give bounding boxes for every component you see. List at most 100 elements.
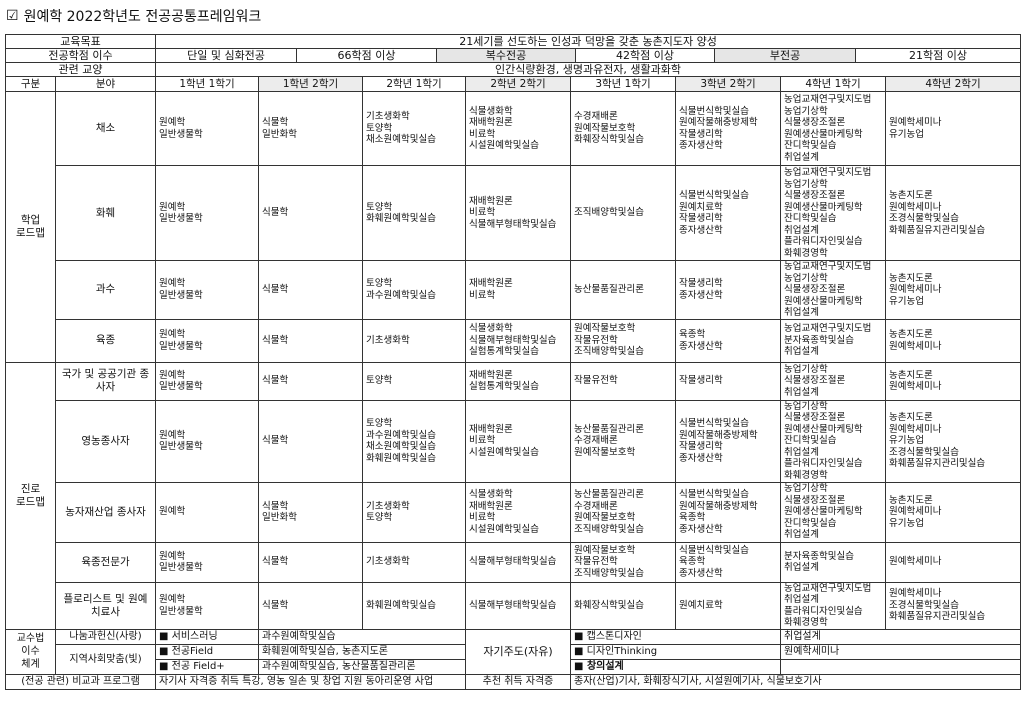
course-name: 과수원예학및실습 <box>366 289 436 301</box>
course-name: 농촌지도론 <box>889 494 933 506</box>
goal-label: 교육목표 <box>4 34 157 49</box>
course-name: 작물생리학 <box>679 441 723 452</box>
course-cell: 농업기상학 식물생장조절론 원예생산물마케팅학 잔디학및실습 취업설계 <box>780 481 887 543</box>
course-name: 화훼원예학및실습 <box>366 452 436 464</box>
teaching-courses: 과수원예학및실습, 농산물품질관리론 <box>258 658 467 675</box>
course-cell: 식물번식학및실습 육종학 종자생산학 <box>675 541 782 583</box>
course-name: 원예치료학 <box>679 599 723 611</box>
minor-value: 21학점 이상 <box>909 49 967 62</box>
course-name: 화훼품질유지관리및실습 <box>889 458 986 470</box>
course-cell: 식물번식학및실습 원예작물해충방제학 작물생리학 종자생산학 <box>675 399 782 483</box>
course-cell: 토양학 <box>362 361 467 401</box>
course-name: 식물학 <box>262 556 289 568</box>
course-name: 농업기상학 <box>784 483 828 495</box>
course-name: 유기농업 <box>889 517 924 529</box>
course-cell: 원예학 일반생물학 <box>155 165 260 261</box>
course-cell: 작물생리학 <box>675 361 782 401</box>
course-name: 원예작물해충방제학 <box>679 429 758 441</box>
course-name: 농업기상학 <box>784 400 828 412</box>
course-cell: 원예학 일반생물학 <box>155 361 260 401</box>
course-name: 화훼원예학및실습 <box>366 599 436 611</box>
course-cell: 농촌지도론 원예학세미나 <box>885 318 1022 363</box>
semester-header-row: 구분 분야 1학년 1학기 1학년 2학기 2학년 1학기 2학년 2학기 3학년 1학… <box>5 76 1022 92</box>
course-name: 종자생산학 <box>679 567 723 579</box>
course-name: 원예학세미나 <box>889 117 942 128</box>
course-cell: 기초생화학 토양학 <box>362 481 467 543</box>
course-name: 기초생화학 <box>366 111 410 123</box>
teaching-row: 교수법 이수 체계 나눔과헌신(사랑) ■ 서비스러닝 과수원예학및실습 자기주도(자유) ■… <box>5 628 1022 675</box>
course-name: 종자생산학 <box>679 224 723 236</box>
course-name: 작물생리학 <box>679 278 723 290</box>
course-name: 농업교재연구및지도법 <box>784 167 872 178</box>
course-name: 수경재배론 <box>574 500 618 512</box>
course-name: 원예작물보호학 <box>574 446 636 458</box>
course-name: 일반생물학 <box>159 605 203 617</box>
course-cell: 농업교재연구및지도법 농업기상학 식물생장조절론 원예생산물마케팅학 잔디학및실습 취업설… <box>780 91 887 166</box>
course-name: 식물학 <box>262 207 289 219</box>
course-name: 재배학원론 <box>469 500 513 512</box>
roadmap-row: 화훼 원예학 일반생물학 식물학 토양학 화훼원예학및실습 재배학원론 비료학 식물해부형태학및… <box>6 165 1022 261</box>
semester-header: 3학년 2학기 <box>675 76 782 92</box>
roadmap-row: 농자재산업 종사자 원예학 식물학 일반화학 기초생화학 토양학 식물생화학 재배학원론 비료학… <box>6 481 1022 543</box>
course-name: 일반생물학 <box>159 128 203 140</box>
course-name: 화훼경영학 <box>784 469 828 481</box>
field-label: 플로리스트 및 원예치료사 <box>54 581 157 630</box>
course-name: 비료학 <box>469 128 496 140</box>
course-name: 농업기상학 <box>784 272 828 284</box>
course-name: 원예작물해충방제학 <box>679 500 758 512</box>
course-cell: 원예학 <box>155 481 260 543</box>
field-label: 영농종사자 <box>54 399 157 483</box>
course-name: 재배학원론 <box>469 195 513 207</box>
category-header: 구분 <box>5 76 56 92</box>
course-cell: 원예학 일반생물학 <box>155 260 260 320</box>
course-name: 식물학 <box>262 435 289 447</box>
field-label: 채소 <box>54 91 157 166</box>
liberal-label: 관련 교양 <box>4 62 157 77</box>
course-name: 작물유전학 <box>574 556 618 568</box>
course-name: 유기농업 <box>889 295 924 307</box>
roadmap-row: 영농종사자 원예학 일반생물학 식물학 토양학 과수원예학및실습 채소원예학및실습 화훼원예학… <box>6 399 1022 483</box>
course-cell: 농촌지도론 원예학세미나 유기농업 <box>885 481 1022 543</box>
course-cell: 식물번식학및실습 원예치료학 작물생리학 종자생산학 <box>675 165 782 261</box>
course-name: 일반화학 <box>262 512 297 523</box>
goal-row: 교육목표 21세기를 선도하는 인성과 덕망을 갖춘 농촌지도자 양성 <box>4 34 1022 49</box>
course-name: 식물생화학 <box>469 489 513 500</box>
course-name: 채소원예학및실습 <box>366 134 436 146</box>
course-name: 원예작물보호학 <box>574 122 636 134</box>
course-cell: 농촌지도론 원예학세미나 조경식물학및실습 화훼품질유지관리및실습 <box>885 165 1022 261</box>
course-name: 육종학 <box>679 512 706 523</box>
teaching-method: ■ 전공Field <box>155 643 260 660</box>
course-name: 기초생화학 <box>366 556 410 568</box>
course-name: 채소원예학및실습 <box>366 441 436 452</box>
course-cell: 원예학 일반생물학 <box>155 318 260 363</box>
group-label-line: 로드맵 <box>16 226 45 239</box>
community-label: 지역사회맞춤(빛) <box>54 643 157 675</box>
roadmap-row: 진로 로드맵 국가 및 공공기관 종사자 원예학 일반생물학 식물학 토양학 재배학원론 실험통… <box>5 361 1022 630</box>
course-name: 화훼장식학및실습 <box>574 599 644 611</box>
course-cell: 농산물품질관리론 수경재배론 원예작물보호학 <box>570 399 677 483</box>
course-name: 농산물품질관리론 <box>574 423 644 435</box>
course-cell: 육종학 종자생산학 <box>675 318 782 363</box>
semester-header: 2학년 2학기 <box>465 76 572 92</box>
course-name: 잔디학및실습 <box>784 213 837 224</box>
group-label: 학업 로드맵 <box>5 91 56 363</box>
course-name: 취업설계 <box>784 151 819 163</box>
course-cell: 농산물품질관리론 수경재배론 원예작물보호학 조직배양학및실습 <box>570 481 677 543</box>
course-name: 식물번식학및실습 <box>679 489 749 500</box>
course-name: 식물생화학 <box>469 323 513 335</box>
course-name: 원예학 <box>159 278 186 290</box>
course-name: 식물생장조절론 <box>784 375 846 387</box>
course-name: 취업설계 <box>784 346 819 358</box>
course-name: 식물해부형태학및실습 <box>469 218 557 230</box>
course-cell: 농업기상학 식물생장조절론 취업설계 <box>780 361 887 401</box>
certificate-label: 추천 취득 자격증 <box>465 673 572 690</box>
course-name: 플라워디자인및실습 <box>784 236 863 247</box>
double-major-value: 42학점 이상 <box>576 49 716 62</box>
course-name: 작물생리학 <box>679 375 723 387</box>
field-label: 화훼 <box>54 165 157 261</box>
course-cell: 원예학세미나 <box>885 541 1022 583</box>
course-name: 유기농업 <box>889 435 924 447</box>
checkbox-icon: ☑ <box>6 8 19 24</box>
course-name: 원예학 <box>159 429 186 441</box>
course-name: 원예학세미나 <box>889 381 942 392</box>
